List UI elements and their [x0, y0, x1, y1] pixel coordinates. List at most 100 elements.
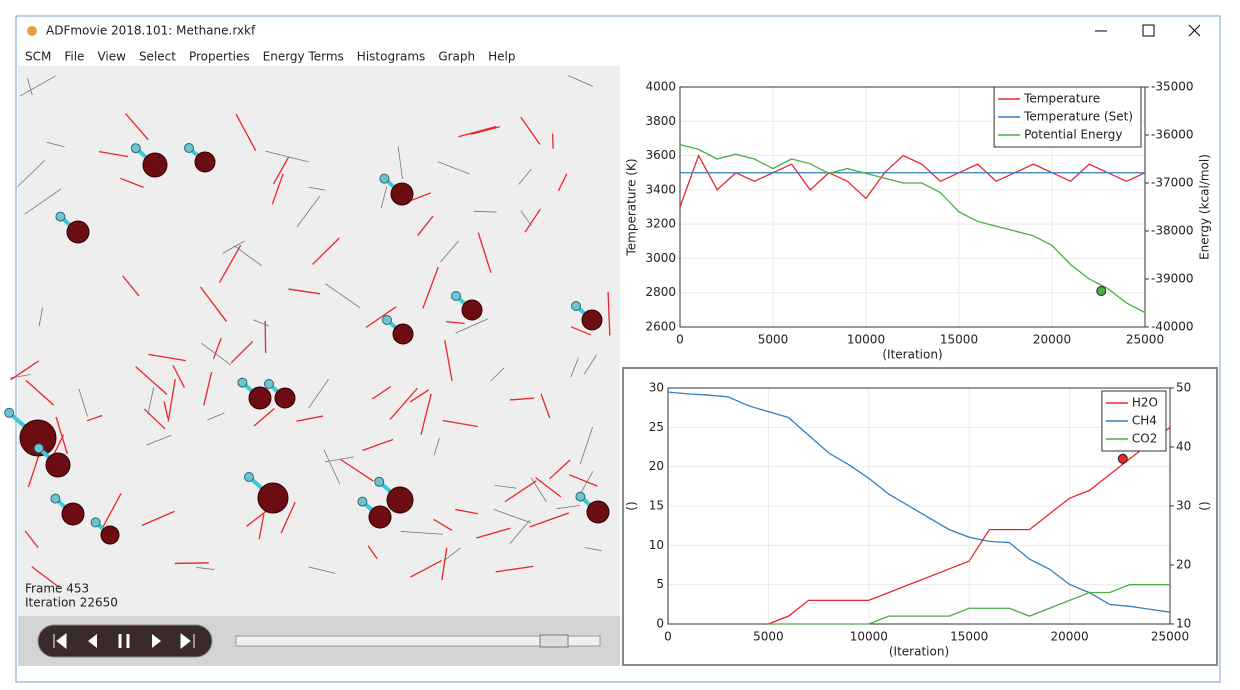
- bond: [490, 367, 505, 382]
- slider-thumb[interactable]: [539, 634, 569, 648]
- bond: [389, 387, 418, 420]
- x-tick-label: 10000: [847, 333, 885, 347]
- menu-item[interactable]: View: [97, 50, 126, 64]
- atom: [390, 182, 414, 206]
- menu-item[interactable]: Help: [488, 50, 515, 64]
- first-frame-button[interactable]: [53, 632, 67, 650]
- x-tick-label: 0: [664, 630, 672, 644]
- hydrogen: [130, 143, 141, 154]
- bond: [365, 306, 397, 329]
- last-frame-button[interactable]: [180, 632, 195, 650]
- menu-item[interactable]: SCM: [25, 50, 51, 64]
- bond: [207, 412, 225, 421]
- bond: [520, 116, 541, 145]
- atom: [61, 502, 85, 526]
- frame-slider[interactable]: [235, 635, 601, 647]
- bond: [146, 434, 172, 446]
- bond: [99, 150, 129, 158]
- bond: [143, 408, 166, 430]
- bond: [437, 161, 470, 175]
- y2-tick-label: -39000: [1151, 272, 1194, 286]
- bond: [308, 186, 325, 191]
- series-line: [679, 143, 1146, 314]
- bond: [203, 371, 213, 406]
- current-frame-marker: [1096, 286, 1107, 296]
- bond: [367, 545, 378, 560]
- x-tick-label: 5000: [758, 333, 789, 347]
- atom: [392, 323, 414, 345]
- bond: [551, 133, 554, 149]
- bond: [218, 245, 242, 283]
- bond: [308, 566, 336, 574]
- x-tick-label: 20000: [1033, 333, 1071, 347]
- bond: [174, 562, 209, 565]
- bond: [530, 477, 547, 503]
- legend: Temperature Temperature (Set) Potential En…: [998, 92, 1133, 142]
- y2-tick-label: 20: [1176, 558, 1191, 572]
- bond: [362, 438, 394, 451]
- x-tick-label: 5000: [753, 630, 784, 644]
- bond: [455, 508, 479, 515]
- x-tick-label: 25000: [1126, 333, 1164, 347]
- bond: [494, 484, 517, 489]
- atom: [274, 387, 296, 409]
- atom: [19, 419, 57, 457]
- y2-tick-label: -40000: [1151, 320, 1194, 334]
- bond: [296, 415, 324, 422]
- hydrogen: [184, 143, 194, 153]
- bond: [420, 393, 432, 435]
- menu-item[interactable]: Properties: [189, 50, 250, 64]
- menu-item[interactable]: Histograms: [357, 50, 426, 64]
- hydrogen: [4, 407, 15, 418]
- atom: [586, 500, 610, 524]
- close-button[interactable]: [1188, 24, 1201, 37]
- bond: [446, 320, 465, 325]
- bond: [570, 326, 592, 336]
- bond: [253, 319, 270, 327]
- menu-item[interactable]: File: [64, 50, 84, 64]
- next-button[interactable]: [152, 634, 161, 648]
- x-axis-label: (Iteration): [882, 348, 942, 362]
- menu-item[interactable]: Select: [139, 50, 176, 64]
- y2-tick-label: -36000: [1151, 128, 1194, 142]
- bond: [442, 419, 478, 428]
- y-tick-label: 3200: [645, 217, 676, 231]
- bond: [557, 173, 568, 192]
- bond: [410, 559, 442, 578]
- bond: [280, 501, 296, 534]
- bond: [163, 401, 169, 419]
- bond: [24, 188, 62, 215]
- atom: [461, 299, 483, 321]
- bond: [371, 386, 392, 400]
- bond: [584, 547, 602, 552]
- bond: [535, 477, 562, 498]
- y-axis-label: Temperature (K): [625, 158, 639, 256]
- bond: [201, 342, 232, 366]
- bond: [433, 518, 453, 532]
- bond: [141, 510, 175, 526]
- atom: [386, 486, 414, 514]
- hydrogen: [55, 211, 66, 222]
- bond: [17, 160, 45, 187]
- bond: [324, 456, 354, 463]
- menu-item[interactable]: Graph: [438, 50, 475, 64]
- pause-button[interactable]: [118, 634, 130, 648]
- bond: [441, 547, 448, 581]
- window-title: ADFmovie 2018.101: Methane.rxkf: [46, 24, 256, 38]
- bond: [147, 386, 155, 415]
- menu-item[interactable]: Energy Terms: [263, 50, 344, 64]
- bond: [135, 366, 168, 395]
- bond: [19, 75, 56, 97]
- bond: [540, 393, 551, 418]
- y-tick-label: 30: [649, 381, 664, 395]
- x-tick-label: 0: [676, 333, 684, 347]
- previous-button[interactable]: [88, 634, 97, 648]
- maximize-button[interactable]: [1142, 24, 1155, 37]
- bond: [120, 177, 144, 189]
- legend-label: CO2: [1132, 432, 1157, 446]
- bond: [271, 173, 284, 205]
- atom: [257, 482, 289, 514]
- bond: [31, 566, 60, 588]
- bond: [493, 509, 532, 524]
